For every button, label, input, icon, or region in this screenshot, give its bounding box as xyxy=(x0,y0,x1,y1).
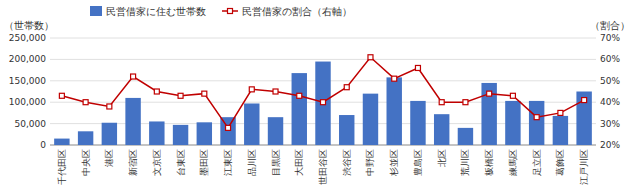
marker xyxy=(368,55,373,60)
y-tick-label: 250,000 xyxy=(9,33,46,43)
legend-swatch xyxy=(90,6,102,16)
legend: 民営借家に住む世帯数 民営借家の割合（右軸） xyxy=(90,6,352,17)
x-tick-label: 港区 xyxy=(104,149,114,167)
marker xyxy=(107,104,112,109)
y2-tick-label: 70% xyxy=(600,33,620,43)
bar xyxy=(149,121,164,145)
x-tick-label: 世田谷区 xyxy=(318,149,328,185)
chart: 0 50,000 100,000 150,000 200,000 250,000 20% 30… xyxy=(0,0,634,195)
x-tick-label: 文京区 xyxy=(152,149,162,176)
bar xyxy=(481,83,496,145)
y-tick-label: 150,000 xyxy=(9,76,46,86)
y2-tick-label: 20% xyxy=(600,140,620,150)
bar xyxy=(458,128,473,145)
x-tick-label: 大田区 xyxy=(294,149,304,176)
grid-line xyxy=(50,59,596,60)
y-tick-label: 200,000 xyxy=(9,54,46,64)
x-tick-label: 足立区 xyxy=(532,149,542,176)
marker xyxy=(558,110,563,115)
grid-line xyxy=(50,38,596,39)
marker xyxy=(487,91,492,96)
x-tick-label: 台東区 xyxy=(176,149,186,176)
y2-tick-label: 60% xyxy=(600,54,620,64)
x-tick-label: 中央区 xyxy=(81,149,91,176)
marker xyxy=(249,87,254,92)
data xyxy=(54,55,592,145)
legend-marker xyxy=(228,9,233,14)
marker xyxy=(321,100,326,105)
legend-item: 民営借家の割合（右軸） xyxy=(222,6,352,17)
marker xyxy=(463,100,468,105)
marker xyxy=(582,98,587,103)
x-tick-label: 荒川区 xyxy=(460,149,470,176)
bar xyxy=(363,94,378,145)
marker xyxy=(59,93,64,98)
x-tick-label: 北区 xyxy=(437,149,447,167)
x-tick-label: 中野区 xyxy=(365,149,375,176)
x-tick-label: 墨田区 xyxy=(199,149,209,176)
y2-tick-label: 50% xyxy=(600,76,620,86)
bar xyxy=(102,123,117,145)
bar xyxy=(576,92,591,146)
legend-label: 民営借家に住む世帯数 xyxy=(106,6,206,17)
x-tick-label: 練馬区 xyxy=(508,149,518,177)
x-tick-label: 千代田区 xyxy=(57,149,67,185)
bar xyxy=(54,139,69,145)
x-tick-label: 板橋区 xyxy=(484,149,494,177)
y-tick-label: 100,000 xyxy=(9,97,46,107)
bar xyxy=(505,101,520,145)
bar xyxy=(315,62,330,145)
line xyxy=(62,57,584,128)
x-tick-label: 新宿区 xyxy=(128,149,138,176)
marker xyxy=(510,93,515,98)
bar xyxy=(387,77,402,145)
legend-item: 民営借家に住む世帯数 xyxy=(90,6,206,17)
marker xyxy=(534,115,539,120)
marker xyxy=(226,125,231,130)
bar xyxy=(78,131,93,145)
marker xyxy=(154,89,159,94)
marker xyxy=(178,93,183,98)
bar xyxy=(553,116,568,145)
bar xyxy=(268,117,283,145)
bar xyxy=(529,101,544,145)
bar xyxy=(125,98,140,145)
x-tick-label: 江戸川区 xyxy=(579,149,589,185)
x-tick-label: 杉並区 xyxy=(389,149,399,177)
y-tick-label: 0 xyxy=(40,140,46,150)
legend-label: 民営借家の割合（右軸） xyxy=(242,6,352,17)
marker xyxy=(392,76,397,81)
axes: 0 50,000 100,000 150,000 200,000 250,000 20% 30… xyxy=(9,33,621,185)
marker xyxy=(415,65,420,70)
bar xyxy=(339,115,354,145)
bar xyxy=(197,122,212,145)
marker xyxy=(131,74,136,79)
x-tick-label: 江東区 xyxy=(223,149,233,176)
x-tick-label: 目黒区 xyxy=(271,149,281,176)
marker xyxy=(439,100,444,105)
y-axis-title: （世帯数） xyxy=(4,20,54,31)
y2-tick-label: 30% xyxy=(600,119,620,129)
titles: （世帯数） （割合） xyxy=(4,20,630,31)
x-tick-label: 渋谷区 xyxy=(342,149,352,176)
marker xyxy=(297,93,302,98)
x-tick-label: 品川区 xyxy=(247,149,257,176)
bar xyxy=(173,125,188,145)
marker xyxy=(344,85,349,90)
bar xyxy=(292,73,307,145)
y-tick-label: 50,000 xyxy=(15,119,47,129)
marker xyxy=(202,91,207,96)
marker xyxy=(273,89,278,94)
bar xyxy=(410,101,425,145)
x-tick-label: 豊島区 xyxy=(413,149,423,176)
bar xyxy=(244,103,259,145)
x-tick-label: 葛飾区 xyxy=(555,149,565,176)
y2-tick-label: 40% xyxy=(600,97,620,107)
marker xyxy=(83,100,88,105)
y2-axis-title: （割合） xyxy=(590,20,630,31)
bar xyxy=(434,114,449,145)
